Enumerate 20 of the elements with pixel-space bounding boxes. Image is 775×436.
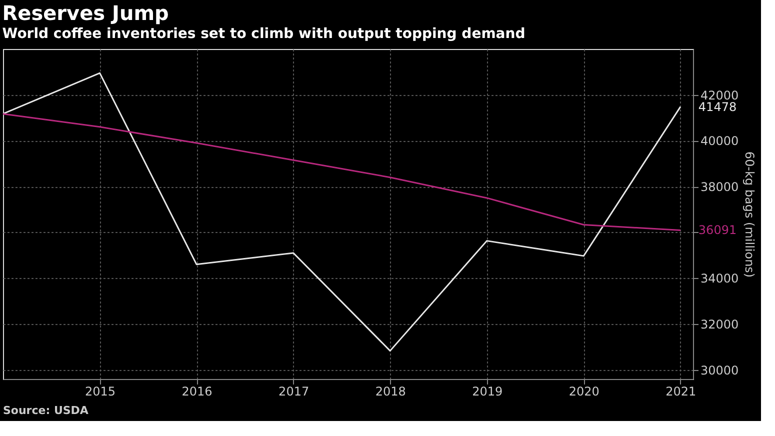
y-tick-label: 34000 <box>700 272 739 286</box>
chart-title: Reserves Jump <box>2 1 169 25</box>
x-tick-label: 2019 <box>472 384 503 398</box>
line-series <box>2 113 682 231</box>
y-tick-label: 32000 <box>700 318 739 332</box>
x-tick-label: 2015 <box>85 384 116 398</box>
y-tick-label: 38000 <box>700 180 739 194</box>
y-tick-label: 42000 <box>700 88 739 102</box>
data-label: 36091 <box>698 223 737 238</box>
source-note: Source: USDA <box>3 404 89 417</box>
x-tick-label: 2020 <box>568 384 600 398</box>
y-axis-title: 60-kg bags (millions) <box>742 151 757 278</box>
x-tick-label: 2018 <box>375 384 406 398</box>
y-tick-label: 40000 <box>700 134 739 148</box>
data-label: 41478 <box>698 100 737 114</box>
chart-subtitle: World coffee inventories set to climb with output topping demand <box>2 26 526 42</box>
x-tick-label: 2021 <box>666 384 696 398</box>
x-tick-label: 2016 <box>182 384 212 398</box>
y-tick-label: 30000 <box>700 363 739 378</box>
x-tick-label: 2017 <box>278 384 310 398</box>
